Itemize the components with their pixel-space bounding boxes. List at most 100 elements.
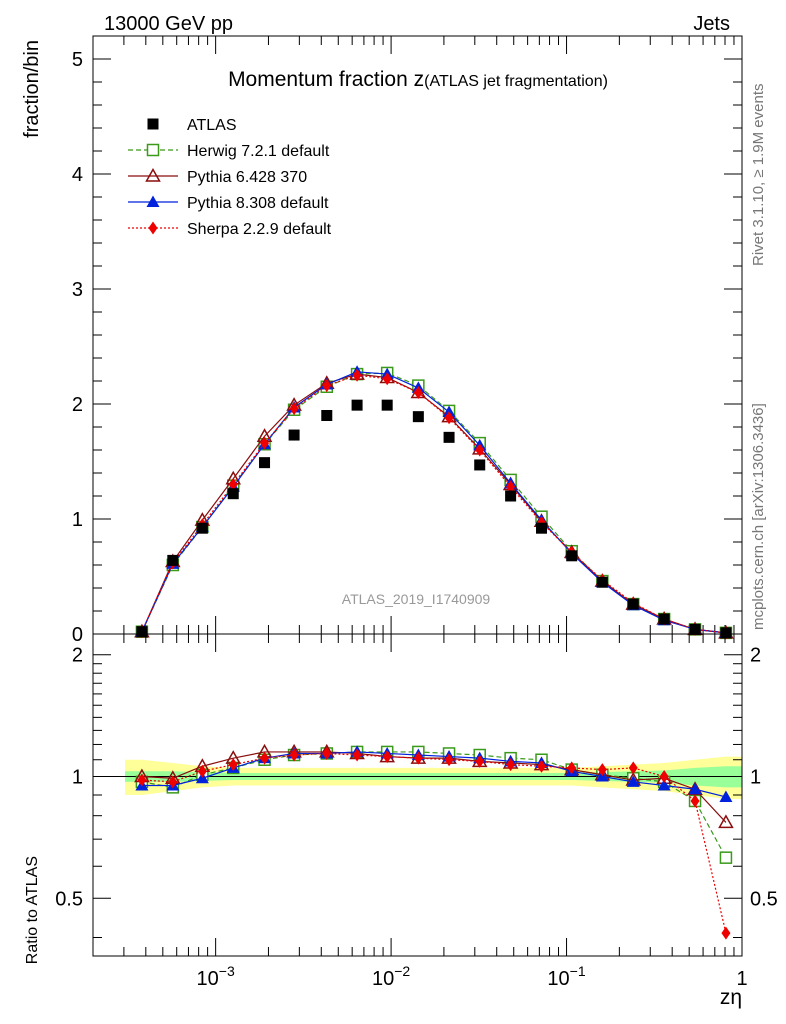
ratio-point-sherpa <box>322 746 332 760</box>
main-title-sub: (ATLAS jet fragmentation) <box>424 73 608 90</box>
main-point-atlas <box>321 410 333 421</box>
legend-entry-atlas: ATLAS <box>147 117 237 134</box>
ratio-point-pythia6 <box>718 814 734 829</box>
legend-label-atlas: ATLAS <box>187 117 237 134</box>
x-tick-label-base: 1 <box>736 968 747 990</box>
legend-label-pythia8: Pythia 8.308 default <box>187 195 329 212</box>
main-point-atlas <box>505 490 517 502</box>
ratio-point-sherpa <box>628 761 638 775</box>
main-point-sherpa <box>506 480 516 494</box>
ratio-y-axis: 0.5 0.5 1 1 2 2 <box>55 645 778 938</box>
legend-entry-pythia6: Pythia 6.428 370 <box>128 167 307 186</box>
ratio-point-sherpa <box>260 751 270 765</box>
main-point-atlas <box>596 576 608 588</box>
ratio-line-pythia6 <box>141 751 727 823</box>
y-tick-label: 2 <box>72 394 83 416</box>
ratio-point-pythia8 <box>719 790 733 802</box>
x-tick-label: 10−2 <box>372 963 410 990</box>
ratio-point-sherpa <box>137 773 147 787</box>
ratio-y-tick-label-right: 0.5 <box>750 888 778 910</box>
main-point-sherpa <box>260 436 270 450</box>
ratio-y-tick-label-right: 1 <box>750 766 761 788</box>
ratio-point-pythia8 <box>657 778 671 791</box>
legend-entry-pythia8: Pythia 8.308 default <box>128 195 329 212</box>
main-point-atlas <box>196 522 208 534</box>
ratio-point-sherpa <box>352 748 362 762</box>
ratio-point-sherpa <box>444 753 454 767</box>
x-tick-label-exponent: −1 <box>570 963 586 979</box>
main-series-atlas <box>136 399 732 639</box>
legend-marker-atlas <box>147 118 159 130</box>
ratio-point-sherpa <box>475 754 485 768</box>
y-tick-label: 5 <box>72 49 83 71</box>
legend-marker-pythia6 <box>145 167 161 182</box>
x-tick-label-base: 10 <box>197 968 219 990</box>
main-point-sherpa <box>352 368 362 382</box>
legend-marker-sherpa <box>148 221 158 235</box>
main-line-sherpa <box>141 374 727 634</box>
legend-label-pythia6: Pythia 6.428 370 <box>187 169 307 186</box>
main-point-atlas <box>381 399 393 411</box>
main-point-atlas <box>167 554 179 566</box>
main-series-group <box>134 365 734 640</box>
ratio-point-sherpa <box>506 758 516 772</box>
y-tick-label: 3 <box>72 279 83 301</box>
ratio-series-group <box>134 743 734 940</box>
legend-entry-sherpa: Sherpa 2.2.9 default <box>128 221 332 238</box>
y-tick-label: 4 <box>72 164 83 186</box>
ratio-point-pythia8 <box>626 775 640 787</box>
ratio-point-sherpa <box>690 794 700 808</box>
ratio-x-axis: 10−3 10−2 10−1 1 <box>92 634 748 990</box>
ratio-point-sherpa <box>197 764 207 778</box>
main-point-atlas <box>658 613 670 625</box>
main-point-atlas <box>227 488 239 500</box>
y-tick-label: 1 <box>72 509 83 531</box>
main-point-atlas <box>443 431 455 443</box>
rivet-version-label: Rivet 3.1.10, ≥ 1.9M events <box>750 84 767 267</box>
ratio-point-pythia8 <box>688 782 702 795</box>
main-point-atlas <box>136 626 148 638</box>
ratio-point-sherpa <box>168 775 178 789</box>
legend-entry-herwig: Herwig 7.2.1 default <box>128 143 330 160</box>
ratio-point-sherpa <box>659 769 669 783</box>
legend: ATLAS Herwig 7.2.1 default Pythia 6.428 37… <box>128 117 332 238</box>
legend-label-herwig: Herwig 7.2.1 default <box>187 143 330 160</box>
ratio-point-sherpa <box>382 750 392 764</box>
x-axis-label: zη <box>720 986 742 1009</box>
x-tick-label: 1 <box>736 968 747 990</box>
main-point-atlas <box>351 399 363 411</box>
ratio-point-sherpa <box>228 758 238 772</box>
main-y-axis: 0 1 2 3 4 5 <box>72 49 742 646</box>
legend-label-sherpa: Sherpa 2.2.9 default <box>187 221 332 238</box>
y-tick-label: 0 <box>72 624 83 646</box>
ratio-series-sherpa <box>137 746 731 940</box>
main-title: Momentum fraction z(ATLAS jet fragmentat… <box>228 68 608 91</box>
ratio-point-sherpa <box>413 751 423 765</box>
main-point-sherpa <box>475 443 485 457</box>
main-point-atlas <box>288 429 300 441</box>
main-title-var: z <box>414 68 425 91</box>
x-tick-label: 10−1 <box>547 963 585 990</box>
energy-label: 13000 GeV pp <box>104 13 233 35</box>
main-point-sherpa <box>289 402 299 416</box>
ratio-line-pythia8 <box>141 751 727 798</box>
main-point-atlas <box>412 411 424 423</box>
main-point-sherpa <box>228 478 238 491</box>
ratio-point-sherpa <box>567 761 577 775</box>
ratio-y-tick-label-right: 2 <box>750 645 761 667</box>
main-point-atlas <box>566 550 578 562</box>
ratio-y-tick-label: 0.5 <box>55 888 83 910</box>
main-point-atlas <box>259 457 271 469</box>
category-label: Jets <box>693 13 730 35</box>
x-tick-label-base: 10 <box>547 968 569 990</box>
ratio-y-axis-label: Ratio to ATLAS <box>24 856 41 964</box>
main-point-sherpa <box>382 372 392 386</box>
legend-marker-herwig <box>146 143 160 157</box>
ratio-plot-panel: 0.5 0.51 12 2 10−3 10−2 10−1 1 Ratio to ATLAS … <box>24 633 778 1009</box>
main-point-sherpa <box>413 386 423 399</box>
x-tick-label-exponent: −3 <box>219 963 235 979</box>
main-title-text: Momentum fraction <box>228 68 414 91</box>
ratio-y-tick-label: 1 <box>72 766 83 788</box>
